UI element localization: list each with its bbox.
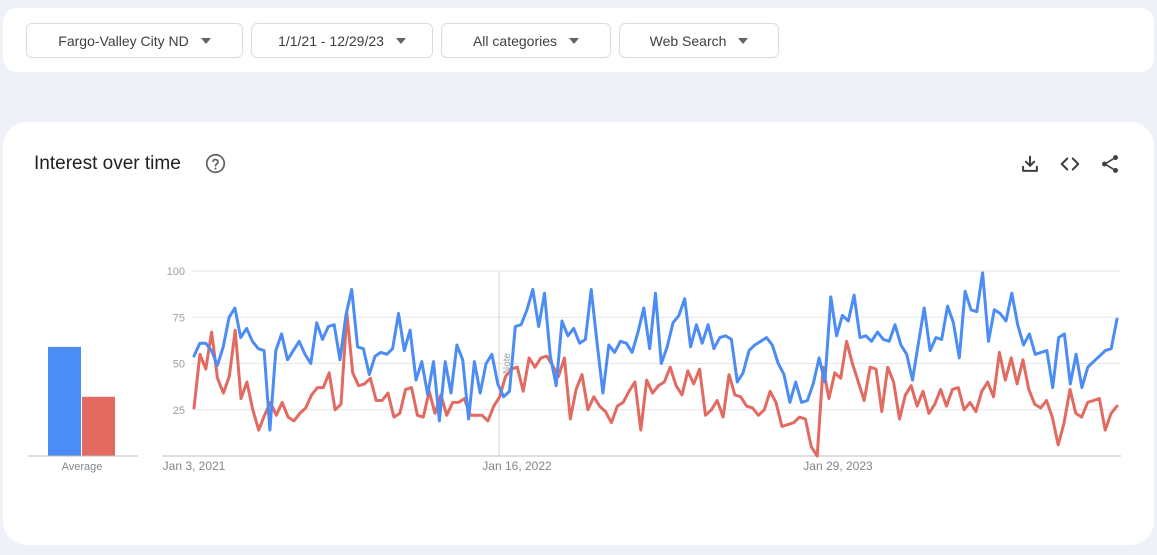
x-tick-label: Jan 3, 2021 [163,459,226,473]
y-tick-label: 75 [173,312,185,324]
location-label: Fargo-Valley City ND [58,32,189,49]
interest-chart: 100 75 50 25 Note Jan 3, 2021 Jan 16, 2022 Jan … [28,266,1121,473]
x-tick-label: Jan 16, 2022 [482,459,552,473]
x-tick-label: Jan 29, 2023 [803,459,873,473]
category-caret-icon [569,37,580,44]
date-range-label: 1/1/21 - 12/29/23 [278,32,384,49]
search-type-caret-icon [738,37,749,44]
category-dropdown[interactable]: All categories [441,23,611,58]
download-icon[interactable] [1019,153,1041,175]
y-tick-label: 50 [173,359,185,371]
filter-bar: Fargo-Valley City ND 1/1/21 - 12/29/23 A… [3,8,1154,72]
share-icon[interactable] [1099,153,1121,175]
date-range-dropdown[interactable]: 1/1/21 - 12/29/23 [251,23,433,58]
embed-code-icon[interactable] [1059,153,1081,175]
average-bar-red [82,396,115,456]
average-label: Average [62,461,103,473]
location-dropdown[interactable]: Fargo-Valley City ND [26,23,243,58]
average-bar-blue [48,346,81,456]
search-type-dropdown[interactable]: Web Search [619,23,779,58]
card-title: Interest over time [34,153,181,174]
interest-over-time-card: Interest over time 100 75 50 25 Note Jan 3, 2… [3,122,1154,545]
series-line-red[interactable] [192,312,1119,458]
y-tick-label: 100 [167,266,185,278]
search-type-label: Web Search [649,32,727,49]
date-range-caret-icon [395,37,406,44]
location-caret-icon [200,37,211,44]
note-annotation[interactable]: Note [502,352,513,374]
help-circle-icon[interactable] [205,153,226,174]
category-label: All categories [472,32,558,49]
series-line-blue[interactable] [192,271,1119,432]
y-tick-label: 25 [173,405,185,417]
